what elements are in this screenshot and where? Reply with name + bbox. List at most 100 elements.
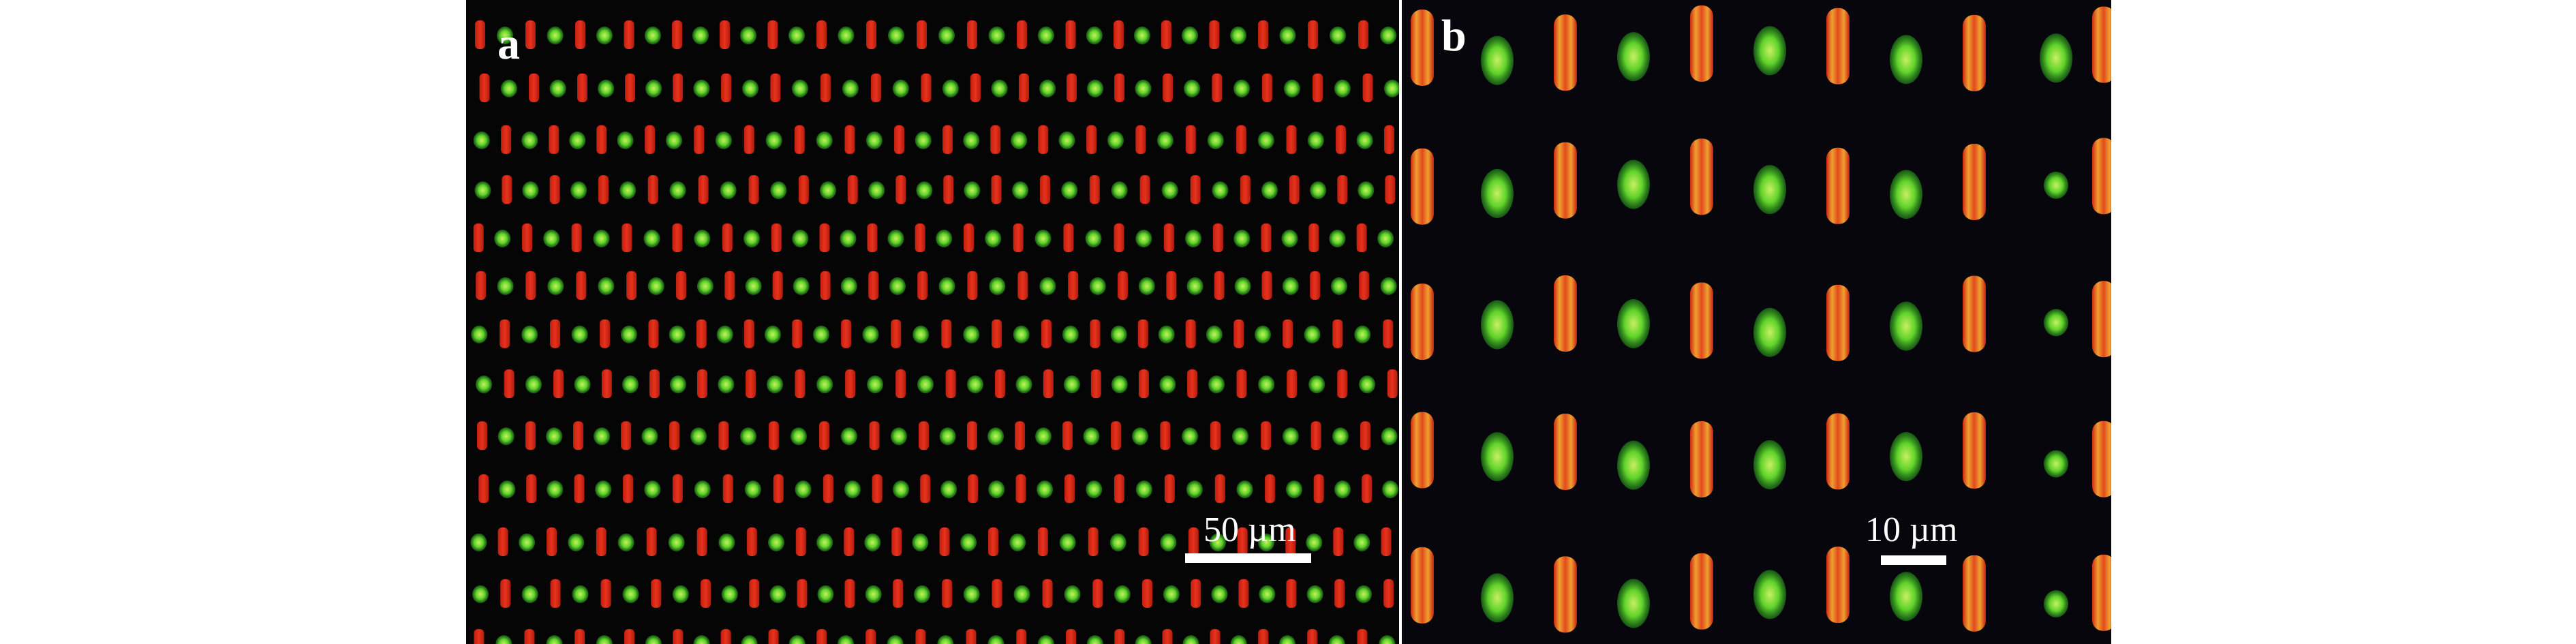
red-rod-cell bbox=[1090, 319, 1101, 348]
red-rod-cell bbox=[497, 527, 508, 556]
red-rod-cell bbox=[1185, 319, 1196, 348]
red-rod-cell bbox=[651, 579, 662, 608]
micrograph-panel-a: a 50 µm bbox=[466, 0, 1399, 644]
green-round-cell bbox=[1283, 79, 1300, 97]
red-rod-cell bbox=[966, 421, 977, 450]
green-round-cell bbox=[1184, 230, 1201, 248]
green-round-cell bbox=[1258, 533, 1275, 551]
green-round-cell bbox=[1356, 131, 1373, 149]
red-rod-cell bbox=[645, 125, 656, 154]
green-round-cell bbox=[1037, 635, 1054, 644]
green-round-cell bbox=[795, 480, 812, 499]
red-rod-cell bbox=[1018, 73, 1029, 102]
green-round-cell bbox=[1182, 27, 1199, 44]
red-rod-cell bbox=[598, 175, 609, 204]
green-round-cell bbox=[1279, 635, 1295, 644]
green-oval-cell bbox=[2044, 450, 2068, 478]
green-round-cell bbox=[769, 585, 786, 603]
red-rod-cell bbox=[574, 474, 585, 504]
green-round-cell bbox=[940, 480, 957, 499]
red-rod-cell bbox=[675, 271, 686, 300]
green-round-cell bbox=[1163, 585, 1180, 603]
green-round-cell bbox=[643, 230, 660, 248]
red-rod-cell bbox=[816, 20, 827, 49]
scale-bar-label-a: 50 µm bbox=[1203, 510, 1296, 549]
green-round-cell bbox=[668, 533, 685, 551]
green-round-cell bbox=[619, 181, 637, 200]
red-rod-cell bbox=[571, 224, 582, 253]
green-round-cell bbox=[1135, 480, 1152, 499]
green-round-cell bbox=[1135, 230, 1152, 248]
red-rod-cell bbox=[1333, 527, 1344, 556]
green-round-cell bbox=[1282, 427, 1299, 446]
red-rod-cell bbox=[847, 175, 858, 204]
green-round-cell bbox=[617, 533, 634, 551]
red-rod-cell bbox=[743, 125, 754, 154]
green-round-cell bbox=[840, 277, 857, 295]
green-oval-cell bbox=[1890, 301, 1922, 351]
green-oval-cell bbox=[1617, 159, 1650, 209]
red-rod-cell bbox=[600, 579, 611, 608]
red-rod-cell bbox=[1212, 224, 1223, 253]
orange-rod-cell bbox=[1411, 148, 1434, 225]
red-rod-cell bbox=[792, 319, 803, 348]
red-rod-cell bbox=[696, 319, 707, 348]
red-rod-cell bbox=[549, 125, 559, 154]
red-rod-cell bbox=[525, 421, 536, 450]
red-rod-cell bbox=[893, 125, 904, 154]
green-round-cell bbox=[720, 181, 737, 200]
red-rod-cell bbox=[1017, 271, 1028, 300]
red-rod-cell bbox=[1233, 319, 1244, 348]
red-rod-cell bbox=[1238, 579, 1249, 608]
green-round-cell bbox=[842, 79, 859, 97]
green-round-cell bbox=[574, 375, 591, 394]
green-round-cell bbox=[988, 27, 1005, 44]
green-round-cell bbox=[1039, 277, 1056, 295]
red-rod-cell bbox=[648, 319, 659, 348]
red-rod-cell bbox=[1187, 369, 1198, 399]
green-oval-cell bbox=[2044, 589, 2068, 617]
green-round-cell bbox=[718, 533, 735, 551]
cell-array-image-b bbox=[1411, 5, 2111, 633]
green-round-cell bbox=[499, 480, 516, 499]
orange-rod-cell bbox=[1411, 10, 1434, 86]
green-round-cell bbox=[620, 325, 637, 343]
green-round-cell bbox=[497, 27, 514, 44]
red-rod-cell bbox=[867, 224, 878, 253]
green-round-cell bbox=[522, 181, 539, 200]
red-rod-cell bbox=[547, 527, 557, 556]
orange-rod-cell bbox=[2092, 554, 2111, 631]
green-round-cell bbox=[1209, 533, 1226, 551]
green-round-cell bbox=[693, 79, 710, 97]
green-round-cell bbox=[770, 181, 787, 200]
red-rod-cell bbox=[1261, 421, 1272, 450]
green-round-cell bbox=[546, 635, 563, 644]
green-round-cell bbox=[1381, 427, 1398, 446]
red-rod-cell bbox=[700, 579, 711, 608]
red-rod-cell bbox=[768, 629, 779, 644]
green-round-cell bbox=[1114, 585, 1131, 603]
green-round-cell bbox=[744, 480, 761, 499]
green-round-cell bbox=[1261, 181, 1278, 200]
red-rod-cell bbox=[1016, 20, 1027, 49]
red-rod-cell bbox=[1210, 629, 1221, 644]
red-rod-cell bbox=[1214, 271, 1225, 300]
green-oval-cell bbox=[1753, 307, 1786, 357]
green-round-cell bbox=[1329, 230, 1346, 248]
green-round-cell bbox=[568, 533, 585, 551]
red-rod-cell bbox=[721, 73, 732, 102]
green-round-cell bbox=[838, 635, 854, 644]
green-round-cell bbox=[1383, 79, 1399, 97]
green-round-cell bbox=[1207, 131, 1224, 149]
red-rod-cell bbox=[626, 271, 637, 300]
scale-bar-label-b: 10 µm bbox=[1865, 510, 1958, 549]
red-rod-cell bbox=[1308, 224, 1319, 253]
red-rod-cell bbox=[697, 369, 708, 399]
green-oval-cell bbox=[1890, 572, 1922, 622]
green-oval-cell bbox=[1753, 165, 1786, 215]
red-rod-cell bbox=[1088, 527, 1099, 556]
red-rod-cell bbox=[479, 73, 490, 102]
green-round-cell bbox=[788, 27, 806, 44]
red-rod-cell bbox=[1163, 73, 1174, 102]
green-round-cell bbox=[546, 427, 563, 446]
